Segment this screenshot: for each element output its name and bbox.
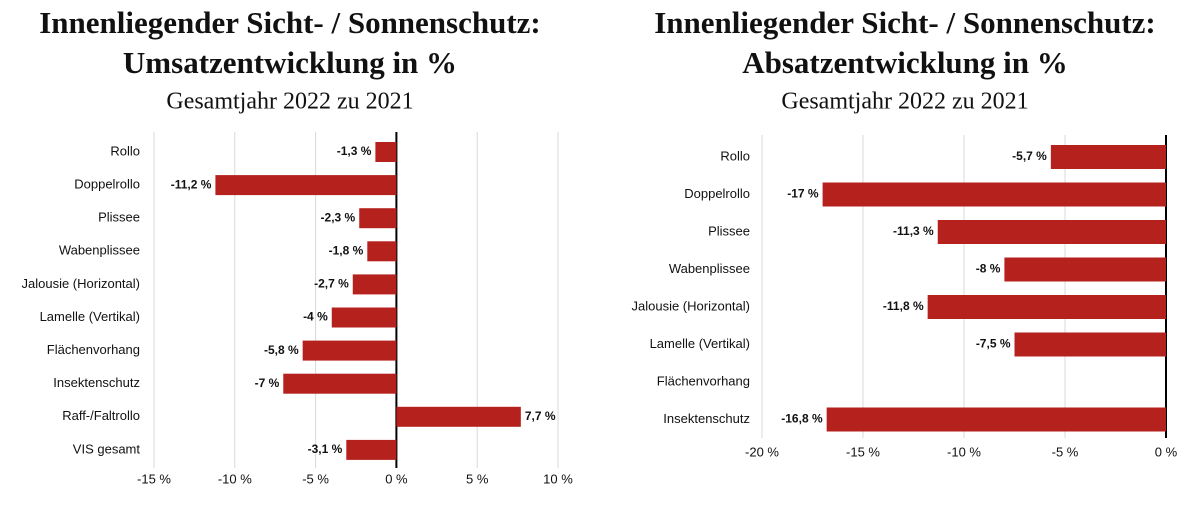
value-label: -4 % [303, 310, 328, 324]
value-label: -7 % [255, 376, 280, 390]
value-label: -2,3 % [321, 210, 356, 224]
bar [927, 295, 1166, 319]
bar [1004, 257, 1166, 282]
value-label: -17 % [787, 187, 819, 201]
bar [937, 220, 1166, 244]
bar [346, 439, 397, 460]
category-label: Insektenschutz [663, 411, 750, 426]
category-label: Rollo [720, 148, 750, 163]
x-tick-label: -20 % [745, 444, 779, 459]
category-label: Lamelle (Vertikal) [40, 309, 140, 324]
value-label: -3,1 % [308, 442, 343, 456]
chart-title: Innenliegender Sicht- / Sonnenschutz: [654, 5, 1156, 40]
x-tick-label: 0 % [385, 471, 408, 486]
bar [215, 175, 397, 196]
chart-title: Innenliegender Sicht- / Sonnenschutz: [39, 5, 541, 40]
bar [352, 274, 397, 295]
bar [822, 182, 1166, 207]
value-label: -11,2 % [171, 177, 212, 191]
x-tick-label: -5 % [1052, 444, 1079, 459]
category-label: Wabenplissee [669, 261, 750, 276]
bar [331, 307, 397, 328]
value-label: -5,7 % [1012, 149, 1047, 163]
value-label: -7,5 % [976, 337, 1011, 351]
chart-title: Absatzentwicklung in % [742, 45, 1068, 80]
category-label: Rollo [110, 143, 140, 158]
x-tick-label: -15 % [137, 471, 171, 486]
bar [375, 142, 397, 162]
category-label: Plissee [98, 210, 140, 225]
category-label: Flächenvorhang [657, 373, 750, 388]
category-label: VIS gesamt [73, 441, 141, 456]
value-label: -1,3 % [337, 144, 372, 158]
category-label: Jalousie (Horizontal) [632, 298, 751, 313]
bar [826, 407, 1166, 432]
category-label: Jalousie (Horizontal) [22, 276, 141, 291]
category-label: Plissee [708, 223, 750, 238]
category-label: Doppelrollo [74, 177, 140, 192]
bar [1014, 332, 1166, 357]
value-label: -5,8 % [264, 343, 299, 357]
category-label: Flächenvorhang [47, 342, 140, 357]
value-label: -1,8 % [329, 243, 364, 257]
x-tick-label: 5 % [466, 471, 489, 486]
chart-subtitle: Gesamtjahr 2022 zu 2021 [166, 89, 413, 115]
bar [396, 406, 521, 427]
x-tick-label: 0 % [1155, 444, 1178, 459]
chart-subtitle: Gesamtjahr 2022 zu 2021 [781, 89, 1028, 115]
category-label: Doppelrollo [684, 186, 750, 201]
value-label: 7,7 % [525, 409, 556, 423]
category-label: Wabenplissee [59, 243, 140, 258]
x-tick-label: 10 % [543, 471, 573, 486]
bar [302, 340, 397, 361]
value-label: -11,8 % [883, 299, 924, 313]
bar [367, 241, 397, 262]
value-label: -11,3 % [893, 224, 934, 238]
x-tick-label: -15 % [846, 444, 880, 459]
chart-title: Umsatzentwicklung in % [123, 45, 457, 80]
value-label: -16,8 % [781, 412, 823, 426]
value-label: -2,7 % [314, 277, 349, 291]
x-tick-label: -5 % [302, 471, 329, 486]
category-label: Lamelle (Vertikal) [650, 336, 750, 351]
x-tick-label: -10 % [947, 444, 981, 459]
bar [283, 373, 397, 394]
x-tick-label: -10 % [218, 471, 252, 486]
category-label: Raff-/Faltrollo [62, 408, 140, 423]
bar [359, 208, 397, 229]
bar [1050, 145, 1166, 169]
value-label: -8 % [976, 262, 1001, 276]
category-label: Insektenschutz [53, 375, 140, 390]
